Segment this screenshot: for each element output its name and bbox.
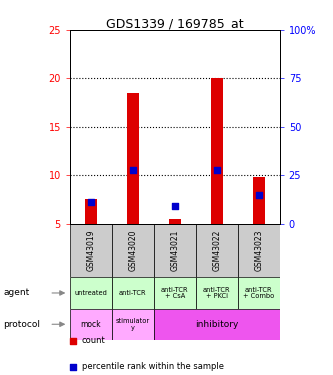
Bar [127, 93, 139, 224]
Point [130, 167, 136, 173]
Text: agent: agent [3, 288, 30, 297]
Bar [196, 224, 238, 278]
Bar [238, 224, 280, 278]
Text: GSM43020: GSM43020 [128, 230, 138, 271]
Point [71, 364, 76, 370]
Bar [85, 200, 97, 224]
Bar [70, 309, 112, 340]
Text: anti-TCR
+ CsA: anti-TCR + CsA [161, 287, 188, 299]
Point [172, 203, 177, 209]
Text: anti-TCR: anti-TCR [119, 290, 147, 296]
Text: count: count [82, 336, 105, 345]
Text: anti-TCR
+ PKCi: anti-TCR + PKCi [203, 287, 230, 299]
Bar [211, 78, 223, 224]
Text: untreated: untreated [75, 290, 107, 296]
Text: mock: mock [81, 320, 101, 329]
Bar [70, 278, 112, 309]
Point [214, 167, 219, 173]
Text: protocol: protocol [3, 320, 40, 329]
Bar [253, 177, 265, 224]
Bar [154, 278, 196, 309]
Point [256, 192, 261, 198]
Bar [238, 278, 280, 309]
Text: GSM43019: GSM43019 [86, 230, 96, 271]
Bar [169, 219, 181, 224]
Point [71, 338, 76, 344]
Text: GSM43023: GSM43023 [254, 230, 263, 271]
Bar [112, 309, 154, 340]
Bar [196, 278, 238, 309]
Text: stimulator
y: stimulator y [116, 318, 150, 331]
Bar [70, 224, 112, 278]
Text: percentile rank within the sample: percentile rank within the sample [82, 362, 223, 371]
Text: anti-TCR
+ Combo: anti-TCR + Combo [243, 287, 274, 299]
Bar [112, 224, 154, 278]
Text: inhibitory: inhibitory [195, 320, 238, 329]
Text: GSM43021: GSM43021 [170, 230, 179, 271]
Bar [112, 278, 154, 309]
Title: GDS1339 / 169785_at: GDS1339 / 169785_at [106, 17, 244, 30]
Bar [154, 224, 196, 278]
Bar [154, 309, 280, 340]
Text: GSM43022: GSM43022 [212, 230, 221, 271]
Point [88, 200, 94, 206]
